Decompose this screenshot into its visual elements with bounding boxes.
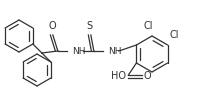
Text: NH: NH [108,47,121,56]
Text: Cl: Cl [170,30,179,40]
Text: S: S [87,21,93,31]
Text: O: O [143,71,151,81]
Text: O: O [48,21,56,31]
Text: Cl: Cl [143,21,153,31]
Text: HO: HO [111,71,126,81]
Text: NH: NH [72,47,85,56]
